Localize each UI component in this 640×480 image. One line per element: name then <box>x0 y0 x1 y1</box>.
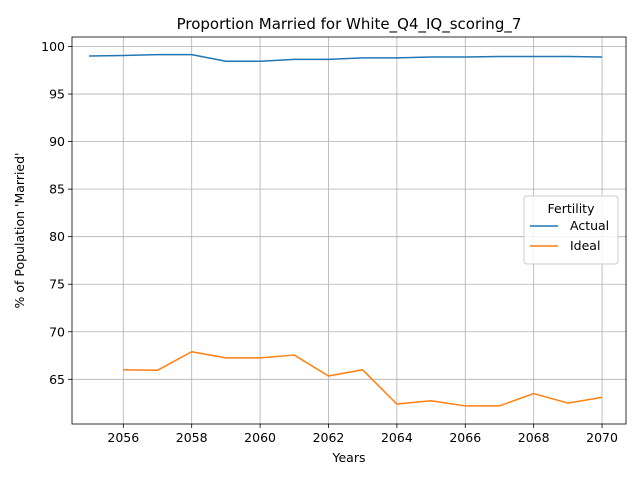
y-tick-label: 70 <box>49 324 65 339</box>
x-tick-label: 2064 <box>381 430 413 445</box>
x-tick-label: 2070 <box>586 430 618 445</box>
legend: Fertility Actual Ideal <box>523 195 619 265</box>
y-tick-label: 100 <box>41 39 65 54</box>
chart-title: Proportion Married for White_Q4_IQ_scori… <box>177 15 522 34</box>
x-tick-label: 2068 <box>518 430 550 445</box>
x-tick-label: 2060 <box>244 430 276 445</box>
y-tick-label: 75 <box>49 277 65 292</box>
x-tick-label: 2066 <box>449 430 481 445</box>
legend-label-ideal: Ideal <box>570 238 600 253</box>
y-tick-label: 90 <box>49 134 65 149</box>
grid <box>72 37 626 424</box>
x-tick-label: 2056 <box>107 430 139 445</box>
series-line-actual <box>89 53 603 62</box>
x-axis-label: Years <box>332 450 366 465</box>
legend-label-actual: Actual <box>570 218 609 233</box>
y-tick-label: 85 <box>49 182 65 197</box>
series-line-ideal <box>123 350 603 407</box>
y-axis-label: % of Population 'Married' <box>12 153 27 309</box>
legend-title: Fertility <box>548 201 596 216</box>
x-tick-label: 2058 <box>176 430 208 445</box>
x-tick-label: 2062 <box>313 430 345 445</box>
y-tick-label: 65 <box>49 372 65 387</box>
y-tick-label: 80 <box>49 229 65 244</box>
plot-frame <box>71 36 627 425</box>
series-lines <box>89 53 603 407</box>
legend-box <box>523 195 619 265</box>
y-tick-label: 95 <box>49 87 65 102</box>
axis-ticks: 2056 2058 2060 2062 2064 2066 2068 2070 65 70 75 80… <box>41 39 618 445</box>
